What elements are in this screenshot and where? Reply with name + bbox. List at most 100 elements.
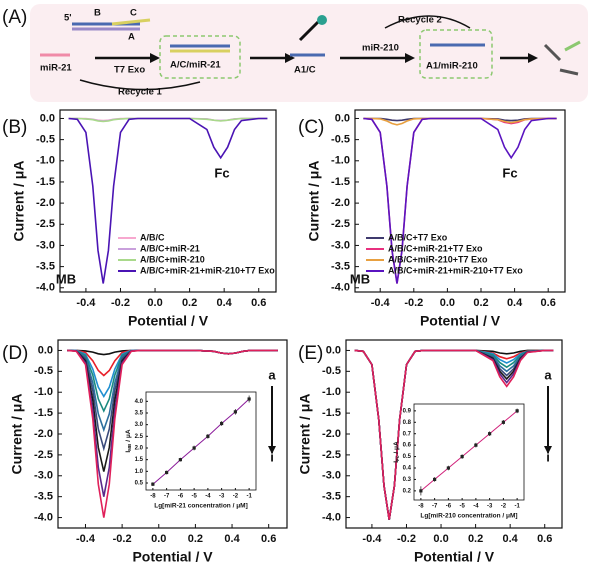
y-tick-label: -3.5 — [34, 491, 53, 503]
y-tick-label: -4.0 — [322, 511, 341, 523]
x-tick-label: 0.0 — [147, 297, 162, 309]
x-tick-label: -6 — [178, 494, 184, 500]
y-tick-label: -0.5 — [322, 365, 341, 377]
y-tick-label: -1.0 — [36, 155, 55, 167]
diagram-label: A1/C — [294, 65, 316, 76]
marker — [247, 397, 251, 401]
x-tick-label: 0.2 — [473, 297, 488, 309]
y-axis-label: IMB/ μA — [125, 429, 132, 452]
y-tick-label: -1.0 — [331, 155, 350, 167]
y-tick-label: -0.5 — [331, 134, 350, 146]
y-tick-label: 0.3 — [403, 477, 412, 483]
y-tick-label: 0.9 — [403, 408, 412, 414]
plot-frame — [145, 391, 257, 491]
marker — [220, 421, 224, 426]
y-tick-label: -3.5 — [36, 261, 55, 273]
x-tick-label: -8 — [418, 504, 424, 510]
y-tick-label: -3.0 — [322, 470, 341, 482]
diagram-label: Recycle 2 — [398, 15, 442, 26]
x-tick-label: -0.2 — [404, 297, 423, 309]
y-tick-label: -3.5 — [322, 491, 341, 503]
x-tick-label: -3 — [487, 504, 493, 510]
x-tick-label: 0.4 — [507, 297, 523, 309]
diagram-label: A/C/miR-21 — [170, 60, 221, 71]
strand-c — [111, 18, 151, 26]
x-tick-label: 0.2 — [188, 533, 203, 545]
y-tick-label: 0.2 — [403, 488, 412, 494]
x-tick-label: 0.2 — [182, 297, 197, 309]
x-tick-label: 0.6 — [261, 533, 276, 545]
y-tick-label: -2.0 — [331, 197, 350, 209]
x-tick-label: -3 — [219, 494, 225, 500]
x-axis-label: Potential / V — [132, 549, 213, 565]
x-tick-label: -4 — [473, 504, 479, 510]
annotation: a — [268, 367, 276, 382]
legend-label: A/B/C+miR-21+T7 Exo — [388, 243, 483, 253]
plot-frame — [59, 109, 277, 293]
y-tick-label: 0.8 — [403, 420, 412, 426]
legend-label: A/B/C+miR-21 — [140, 243, 200, 253]
x-tick-label: -0.4 — [76, 297, 96, 309]
y-tick-label: -3.0 — [331, 239, 350, 251]
y-tick-label: 3.0 — [135, 422, 144, 428]
legend-label: A/B/C+miR-21+miR-210+T7 Exo — [388, 265, 523, 275]
complex-box — [159, 35, 241, 79]
y-tick-label: 0.4 — [403, 466, 412, 472]
x-tick-label: 0.4 — [217, 297, 233, 309]
y-tick-label: 0.0 — [40, 112, 55, 124]
y-tick-label: -3.5 — [331, 261, 350, 273]
x-tick-label: -0.2 — [113, 533, 132, 545]
x-tick-label: 0.0 — [440, 297, 455, 309]
y-tick-label: 3.5 — [135, 411, 144, 417]
fragment — [564, 40, 581, 52]
marker — [474, 443, 478, 447]
panel-label: (A) — [2, 7, 27, 28]
arrowhead — [405, 53, 415, 63]
x-axis-label: Lg[miR-210 concentration / μM] — [420, 513, 517, 520]
y-tick-label: 0.0 — [335, 112, 350, 124]
y-axis-label-part: Fc — [395, 455, 400, 461]
y-tick-label: -0.5 — [36, 134, 55, 146]
x-tick-label: 0.6 — [541, 297, 556, 309]
x-tick-label: -7 — [432, 504, 438, 510]
x-tick-label: 0.0 — [151, 533, 166, 545]
marker — [446, 466, 450, 470]
y-axis-label-part: / μA — [125, 429, 132, 442]
y-tick-label: 0.7 — [403, 431, 412, 437]
curve — [363, 117, 557, 284]
diagram-label: miR-210 — [362, 43, 399, 54]
x-tick-label: -0.4 — [362, 533, 382, 545]
x-tick-label: -0.2 — [111, 297, 130, 309]
y-tick-label: -3.0 — [36, 239, 55, 251]
y-tick-label: -1.5 — [36, 176, 55, 188]
y-tick-label: 0.0 — [38, 344, 53, 356]
diagram-label: B — [94, 8, 101, 19]
y-tick-label: 0.5 — [135, 481, 144, 487]
y-tick-label: 0.6 — [403, 443, 412, 449]
fragment — [543, 43, 562, 62]
y-tick-label: -2.0 — [34, 428, 53, 440]
x-tick-label: -4 — [205, 494, 211, 500]
x-tick-label: 0.4 — [503, 533, 519, 545]
x-tick-label: -0.2 — [397, 533, 416, 545]
arrow — [298, 20, 320, 42]
x-axis-label: Lg[miR-21 concentration / μM] — [154, 503, 248, 510]
y-tick-label: 2.5 — [135, 434, 144, 440]
y-tick-label: 1.0 — [135, 469, 144, 475]
y-tick-label: -2.5 — [34, 449, 53, 461]
marker — [433, 477, 437, 482]
annotation: MB — [350, 271, 370, 286]
annotation: Fc — [502, 165, 517, 180]
legend-label: A/B/C+miR-210+T7 Exo — [388, 254, 488, 264]
marker — [206, 434, 210, 438]
curve — [67, 349, 278, 518]
y-axis-label: Current / μA — [297, 394, 313, 475]
y-axis-label: Current / μA — [306, 161, 322, 242]
arrowhead — [528, 53, 538, 63]
x-tick-label: -6 — [446, 504, 452, 510]
annotation: Fc — [214, 165, 229, 180]
y-tick-label: -1.0 — [322, 386, 341, 398]
annotation: MB — [56, 271, 76, 286]
y-tick-label: -1.0 — [34, 386, 53, 398]
